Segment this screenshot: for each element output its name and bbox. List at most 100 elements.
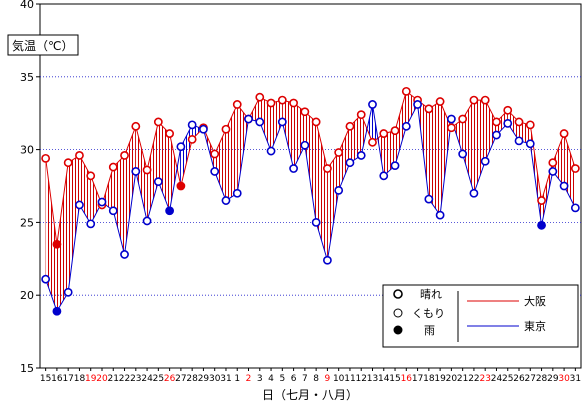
- tokyo-point-9: [323, 255, 332, 265]
- x-tick-label: 31: [220, 374, 231, 384]
- x-tick-label: 20: [446, 374, 458, 384]
- tokyo-point-7: [300, 140, 310, 150]
- tokyo-point-11: [345, 158, 355, 168]
- x-tick-label: 28: [536, 374, 548, 384]
- tokyo-point-30: [210, 167, 220, 176]
- x-tick-label: 15: [389, 374, 400, 384]
- tokyo-point-14: [379, 171, 389, 181]
- osaka-point-14: [379, 129, 389, 138]
- x-tick-label: 26: [164, 374, 176, 384]
- x-tick-label: 25: [502, 374, 513, 384]
- legend-line-tokyo: 東京: [467, 319, 546, 333]
- osaka-higher-fill: [147, 121, 159, 221]
- tokyo-point-5: [277, 117, 287, 127]
- tokyo-point-10: [334, 185, 344, 195]
- osaka-higher-fill: [304, 111, 317, 223]
- tokyo-point-27: [525, 139, 535, 149]
- osaka-point-28: [187, 135, 197, 144]
- x-tick-label: 22: [468, 374, 479, 384]
- x-tick-label: 26: [513, 374, 525, 384]
- tokyo-point-26: [514, 136, 524, 146]
- legend-label-tokyo: 東京: [524, 319, 546, 333]
- tokyo-point-19: [435, 210, 445, 220]
- tokyo-point-25: [503, 118, 513, 128]
- osaka-higher-fill: [68, 155, 80, 293]
- legend-weather-cloudy: くもり: [393, 307, 445, 320]
- tokyo-point-21: [108, 206, 118, 216]
- osaka-point-16: [52, 239, 62, 249]
- osaka-point-30: [210, 149, 220, 159]
- legend-label-sunny: 晴れ: [420, 288, 442, 301]
- osaka-higher-fill: [237, 104, 249, 194]
- osaka-higher-fill: [56, 162, 69, 312]
- x-tick-label: 15: [40, 374, 51, 384]
- osaka-point-25: [153, 117, 163, 127]
- tokyo-point-29: [199, 124, 208, 134]
- osaka-point-31: [570, 164, 580, 173]
- osaka-point-4: [266, 98, 276, 108]
- osaka-higher-fill: [214, 129, 226, 201]
- tokyo-point-17: [413, 100, 422, 109]
- x-tick-label: 12: [355, 374, 366, 384]
- tokyo-point-4: [266, 146, 276, 156]
- x-tick-label: 4: [268, 374, 274, 384]
- x-axis-label: 日（七月・八月）: [262, 388, 358, 402]
- legend-weather-sunny: 晴れ: [393, 288, 442, 301]
- tokyo-higher-fill: [367, 104, 373, 143]
- tokyo-point-16: [52, 306, 62, 316]
- x-tick-label: 11: [344, 374, 355, 384]
- x-tick-label: 21: [108, 374, 119, 384]
- tokyo-point-16: [401, 121, 411, 131]
- x-tick-label: 9: [325, 374, 331, 384]
- osaka-higher-fill: [45, 158, 57, 312]
- y-axis-ticks: 15 20 25 30 35 40: [20, 0, 40, 375]
- x-tick-label: 29: [198, 374, 210, 384]
- legend-weather-rain: 雨: [393, 324, 435, 337]
- osaka-point-31: [221, 124, 231, 134]
- x-tick-label: 22: [119, 374, 130, 384]
- tokyo-point-28: [187, 120, 197, 130]
- osaka-higher-fill: [485, 100, 497, 162]
- tokyo-point-21: [458, 149, 468, 159]
- osaka-point-30: [559, 129, 569, 138]
- tokyo-point-20: [97, 197, 107, 207]
- tokyo-point-18: [424, 194, 434, 204]
- x-tick-label: 28: [186, 374, 198, 384]
- osaka-higher-fill: [259, 97, 272, 152]
- tokyo-point-22: [120, 250, 129, 259]
- osaka-higher-fill: [271, 100, 283, 152]
- tokyo-point-15: [41, 274, 51, 284]
- tokyo-point-31: [570, 203, 580, 213]
- tokyo-point-24: [142, 216, 152, 226]
- tokyo-point-26: [165, 206, 175, 216]
- osaka-point-27: [176, 181, 186, 191]
- osaka-higher-fill: [293, 103, 305, 169]
- osaka-point-23: [480, 95, 490, 105]
- x-tick-label: 5: [279, 374, 285, 384]
- legend-label-rain: 雨: [424, 324, 435, 337]
- osaka-point-13: [368, 137, 377, 147]
- x-axis-ticks: 15 16 17 18 19 20 21 22 23 24 25 26 27 28 29 30 31 1 2 3 4 5 6…: [40, 368, 581, 384]
- x-tick-label: 23: [130, 374, 141, 384]
- tokyo-point-24: [492, 130, 501, 140]
- osaka-point-24: [492, 117, 501, 127]
- x-tick-label: 16: [401, 374, 413, 384]
- osaka-higher-fill: [169, 133, 178, 211]
- x-tick-label: 21: [457, 374, 468, 384]
- x-tick-label: 19: [85, 374, 97, 384]
- osaka-higher-fill: [453, 119, 463, 154]
- legend-label-cloudy: くもり: [412, 307, 445, 320]
- osaka-point-1: [232, 100, 242, 109]
- tokyo-point-1: [232, 188, 242, 198]
- x-tick-label: 2: [246, 374, 252, 384]
- series-line-tokyo: [45, 102, 576, 313]
- osaka-point-20: [446, 123, 456, 133]
- osaka-higher-fill: [473, 100, 486, 194]
- tokyo-point-13: [368, 100, 377, 109]
- osaka-point-19: [435, 97, 445, 106]
- series-markers: [41, 86, 580, 316]
- x-tick-label: 31: [570, 374, 581, 384]
- x-tick-label: 24: [491, 374, 503, 384]
- osaka-point-28: [537, 196, 546, 205]
